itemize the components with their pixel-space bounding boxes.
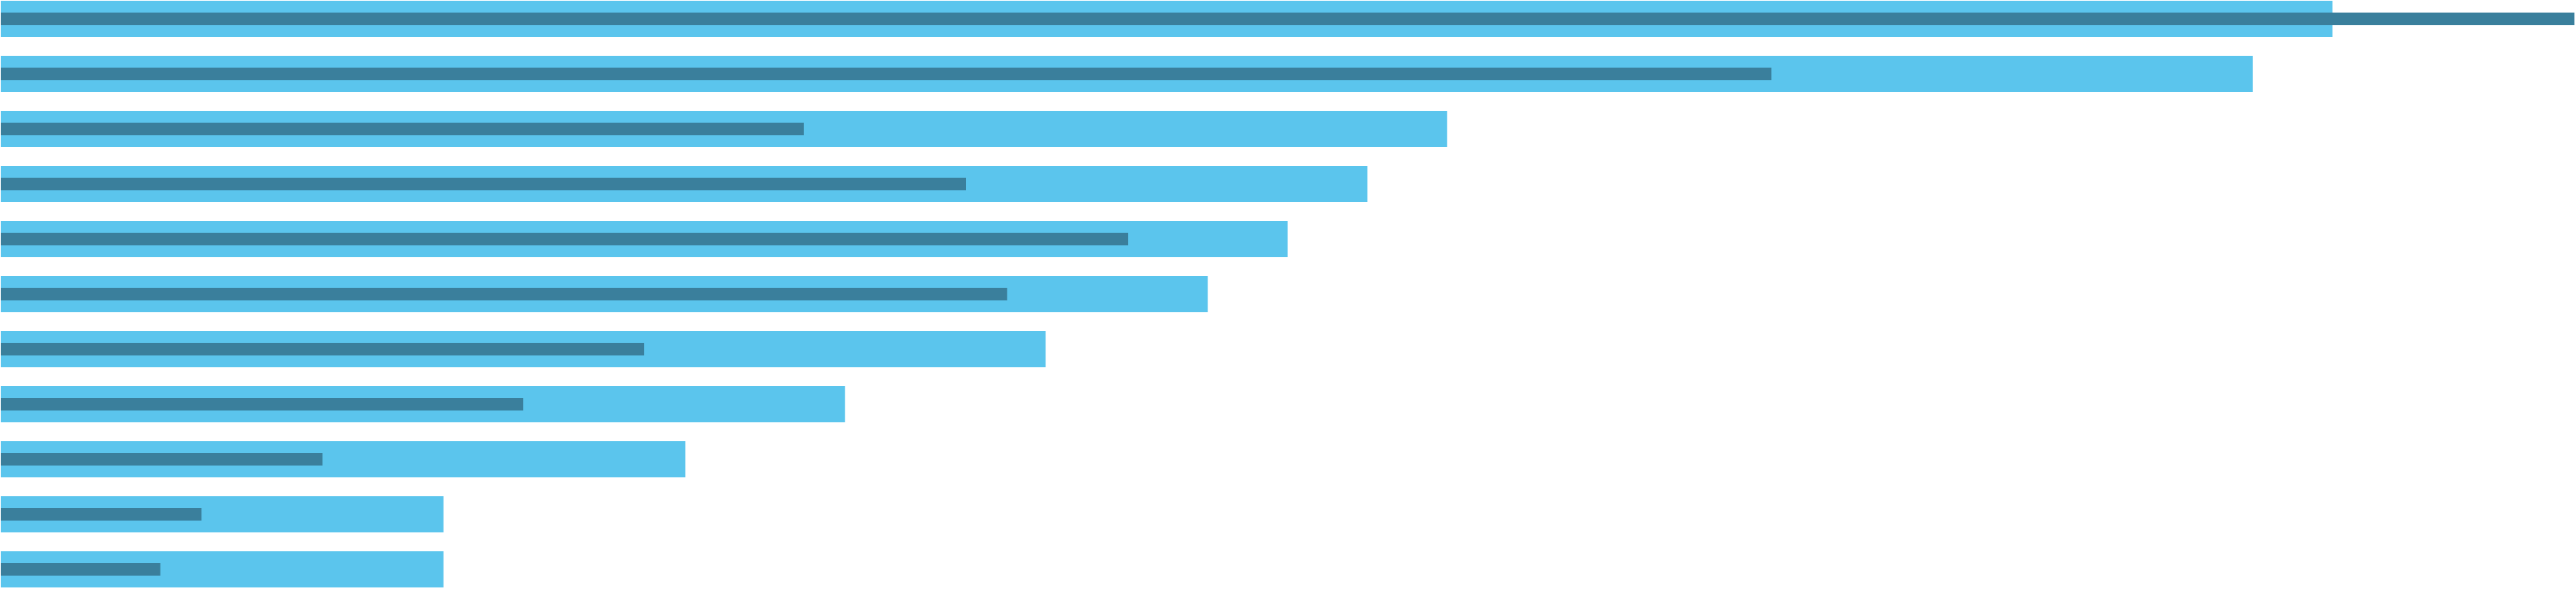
- foreground-bar-10: [1, 508, 202, 521]
- foreground-bar-4: [1, 178, 966, 190]
- foreground-bar-9: [1, 453, 322, 466]
- foreground-bar-8: [1, 398, 524, 410]
- foreground-bar-7: [1, 343, 644, 355]
- foreground-bar-1: [1, 13, 2574, 25]
- foreground-bar-5: [1, 233, 1129, 245]
- foreground-bar-3: [1, 123, 804, 135]
- foreground-bar-11: [1, 563, 160, 576]
- foreground-bar-2: [1, 68, 1772, 80]
- foreground-bar-6: [1, 288, 1008, 300]
